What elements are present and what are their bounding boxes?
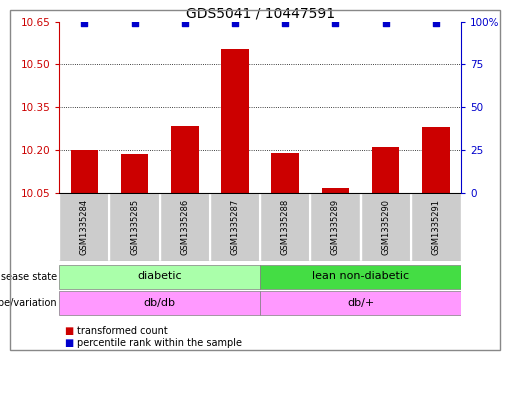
Bar [422,127,450,193]
Text: percentile rank within the sample: percentile rank within the sample [77,338,242,349]
Text: diabetic: diabetic [138,271,182,281]
Text: lean non-diabetic: lean non-diabetic [312,271,409,281]
Point [130,20,139,26]
Bar [260,264,461,289]
Bar [160,193,210,261]
Bar [71,150,98,193]
Text: GSM1335284: GSM1335284 [80,199,89,255]
Title: GDS5041 / 10447591: GDS5041 / 10447591 [185,6,335,20]
Text: GSM1335290: GSM1335290 [381,199,390,255]
Bar [360,193,410,261]
Bar [410,193,461,261]
Text: GSM1335285: GSM1335285 [130,199,139,255]
Text: GSM1335291: GSM1335291 [432,199,440,255]
Text: GSM1335286: GSM1335286 [180,199,189,255]
Bar [310,193,360,261]
Bar [271,153,299,193]
Bar [321,188,349,193]
Point [382,20,390,26]
Bar [260,193,310,261]
Point [231,20,239,26]
Point [281,20,289,26]
Bar [59,291,260,316]
Text: ■: ■ [64,325,74,336]
Text: GSM1335288: GSM1335288 [281,199,289,255]
Bar [109,193,160,261]
Bar [260,291,461,316]
Bar [59,264,260,289]
Bar [372,147,400,193]
Bar [210,193,260,261]
Text: genotype/variation: genotype/variation [0,298,57,309]
Point [80,20,89,26]
Point [331,20,339,26]
Bar [59,193,109,261]
Text: disease state: disease state [0,272,57,282]
Text: GSM1335289: GSM1335289 [331,199,340,255]
Bar [171,126,199,193]
Point [432,20,440,26]
Text: ■: ■ [64,338,74,349]
Bar [121,154,148,193]
Text: transformed count: transformed count [77,325,168,336]
Point [181,20,189,26]
Bar [221,49,249,193]
Text: GSM1335287: GSM1335287 [231,199,239,255]
Text: db/+: db/+ [347,298,374,308]
Text: db/db: db/db [144,298,176,308]
